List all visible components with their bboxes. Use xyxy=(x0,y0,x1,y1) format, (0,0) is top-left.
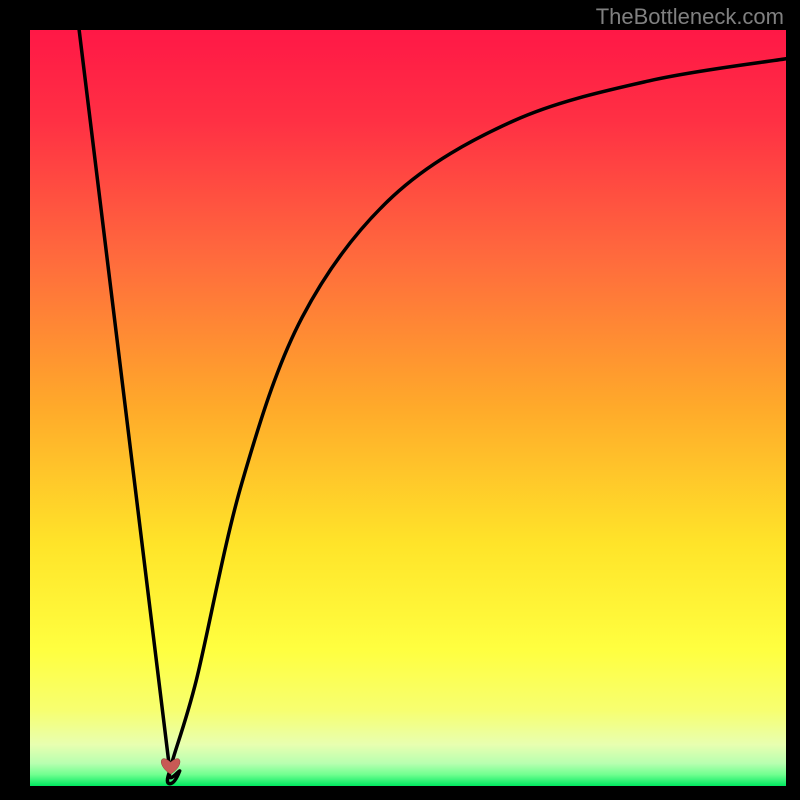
watermark-text: TheBottleneck.com xyxy=(596,4,784,30)
curve-overlay xyxy=(0,0,800,800)
bottleneck-curve xyxy=(79,30,786,784)
chart-container: TheBottleneck.com xyxy=(0,0,800,800)
